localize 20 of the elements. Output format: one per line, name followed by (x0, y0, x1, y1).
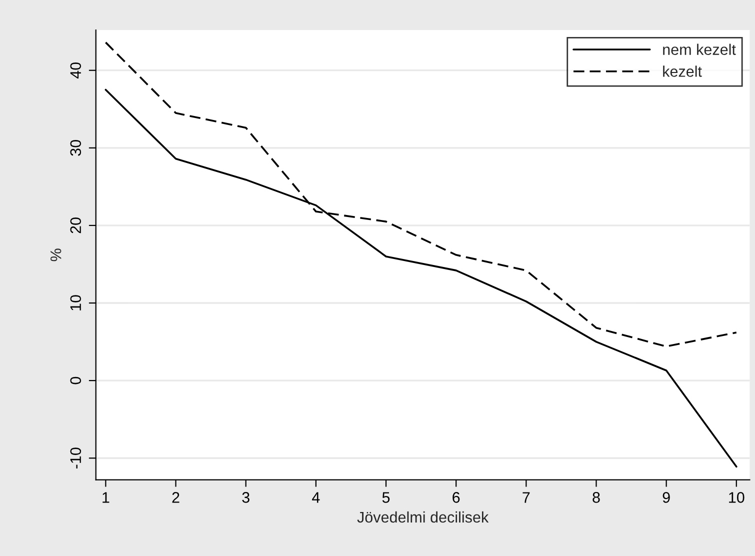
x-axis-title: Jövedelmi decilisek (357, 511, 489, 523)
x-tick-label: 3 (242, 492, 250, 503)
x-tick-label: 5 (382, 492, 390, 503)
y-tick-label: 30 (70, 140, 82, 156)
x-tick-label: 10 (729, 492, 744, 503)
x-tick-label: 9 (662, 492, 670, 503)
x-tick-label: 6 (452, 492, 460, 503)
y-axis-title: % (50, 248, 62, 262)
y-tick-label: 0 (70, 376, 82, 384)
legend-label: kezelt (663, 66, 702, 77)
x-tick-label: 8 (592, 492, 600, 503)
x-tick-label: 1 (102, 492, 110, 503)
x-tick-label: 4 (312, 492, 320, 503)
y-tick-label: 20 (70, 218, 82, 234)
y-tick-label: 40 (70, 62, 82, 78)
y-tick-label: 10 (70, 295, 82, 310)
y-tick-label: -10 (70, 448, 82, 468)
x-tick-label: 7 (522, 492, 530, 503)
x-tick-label: 2 (172, 492, 180, 503)
legend-label: nem kezelt (663, 44, 736, 55)
